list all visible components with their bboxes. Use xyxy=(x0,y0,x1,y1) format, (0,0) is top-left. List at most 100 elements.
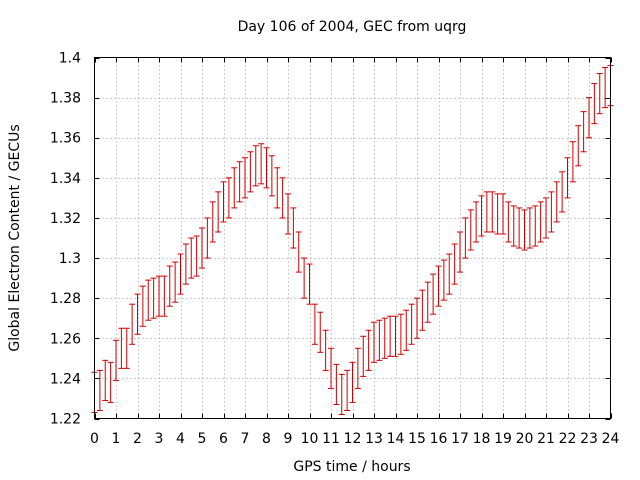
error-bar xyxy=(510,205,517,247)
error-bar xyxy=(483,191,490,233)
error-bar xyxy=(317,311,324,353)
error-bar xyxy=(113,339,119,381)
error-bar xyxy=(134,293,141,335)
error-bar xyxy=(220,181,227,223)
x-tick-labels: 0 1 2 3 4 5 6 7 8 9 10 11 12 13 14 15 16 17 18 19 20 21 22 23 24 xyxy=(90,431,619,447)
error-bar xyxy=(344,369,351,411)
x-axis-label: GPS time / hours xyxy=(293,459,410,475)
error-bar xyxy=(139,285,146,327)
error-bar xyxy=(338,373,345,415)
error-bar xyxy=(118,327,125,369)
x-tick-label: 2 xyxy=(133,431,142,447)
error-bar xyxy=(440,259,447,301)
error-bar xyxy=(414,297,420,339)
y-tick-label: 1.4 xyxy=(59,51,81,67)
error-bar xyxy=(247,151,254,193)
error-bar xyxy=(96,369,103,411)
error-bar xyxy=(349,361,356,403)
x-tick-label: 16 xyxy=(430,431,448,447)
y-tick-label: 1.34 xyxy=(50,171,81,187)
error-bar xyxy=(532,205,539,247)
x-tick-label: 21 xyxy=(537,431,555,447)
x-tick-label: 6 xyxy=(219,431,228,447)
error-bar xyxy=(322,329,329,371)
y-tick-label: 1.36 xyxy=(50,131,81,147)
plot-frame xyxy=(94,57,611,419)
error-bar xyxy=(193,235,200,277)
x-tick-label: 15 xyxy=(408,431,426,447)
error-bar xyxy=(580,111,587,153)
error-bars-series xyxy=(91,65,614,415)
x-tick-label: 0 xyxy=(90,431,99,447)
x-tick-label: 1 xyxy=(112,431,121,447)
error-bar xyxy=(397,313,404,355)
error-bar xyxy=(145,279,152,321)
axis-ticks xyxy=(94,57,612,420)
error-bar xyxy=(559,171,566,213)
x-tick-label: 14 xyxy=(387,431,405,447)
error-bar xyxy=(591,83,598,125)
y-tick-label: 1.32 xyxy=(50,211,81,227)
error-bar xyxy=(188,237,195,279)
error-bar xyxy=(360,335,367,377)
grid-lines xyxy=(94,57,611,419)
error-bar xyxy=(569,141,576,183)
error-bar xyxy=(586,97,592,139)
error-bar xyxy=(161,275,168,317)
y-tick-label: 1.28 xyxy=(50,291,81,307)
error-bar xyxy=(462,217,469,259)
error-bar xyxy=(182,243,189,285)
error-bar xyxy=(489,191,496,233)
x-tick-label: 17 xyxy=(451,431,469,447)
error-bar xyxy=(231,167,238,209)
x-tick-label: 13 xyxy=(365,431,383,447)
error-bar xyxy=(365,329,372,371)
y-tick-label: 1.24 xyxy=(50,371,81,387)
error-bar xyxy=(290,207,297,249)
error-bar xyxy=(306,263,313,305)
error-bar xyxy=(521,209,528,251)
error-bar xyxy=(236,161,243,203)
error-bar xyxy=(548,191,555,233)
error-bar xyxy=(596,73,603,115)
error-bar xyxy=(575,125,582,167)
error-bar xyxy=(478,195,485,237)
error-bar xyxy=(553,181,560,223)
error-bar xyxy=(457,231,463,273)
x-tick-label: 20 xyxy=(516,431,534,447)
error-bar xyxy=(435,265,442,307)
x-tick-label: 8 xyxy=(262,431,271,447)
x-tick-label: 18 xyxy=(473,431,491,447)
error-bar xyxy=(204,217,211,259)
x-tick-label: 7 xyxy=(241,431,250,447)
error-bar xyxy=(258,143,265,185)
error-bar xyxy=(473,201,480,243)
error-bar xyxy=(328,347,334,389)
error-bar xyxy=(285,193,291,235)
x-tick-label: 24 xyxy=(602,431,620,447)
y-tick-labels: 1.22 1.24 1.26 1.28 1.3 1.32 1.34 1.36 1.38 1.4 xyxy=(50,51,81,428)
error-bar xyxy=(268,155,275,197)
error-bar xyxy=(215,191,222,233)
chart-title: Day 106 of 2004, GEC from uqrg xyxy=(238,19,467,35)
error-bar xyxy=(129,303,136,345)
error-bar xyxy=(602,67,609,109)
error-bar xyxy=(274,167,281,209)
error-bar xyxy=(123,327,130,369)
error-bar xyxy=(156,275,162,317)
error-bar xyxy=(451,243,458,285)
error-bar xyxy=(295,231,302,273)
error-bar xyxy=(242,157,248,199)
error-bar xyxy=(199,227,205,269)
y-tick-label: 1.22 xyxy=(50,412,81,428)
x-tick-label: 11 xyxy=(322,431,340,447)
y-axis-label: Global Electron Content / GECUs xyxy=(7,124,23,351)
error-bar xyxy=(564,157,571,199)
error-bar xyxy=(505,201,512,243)
error-bar xyxy=(467,209,474,251)
error-bar xyxy=(392,315,399,357)
error-bar xyxy=(419,289,426,331)
error-bar xyxy=(494,193,501,235)
error-bar xyxy=(252,145,259,187)
error-bar xyxy=(102,359,109,401)
